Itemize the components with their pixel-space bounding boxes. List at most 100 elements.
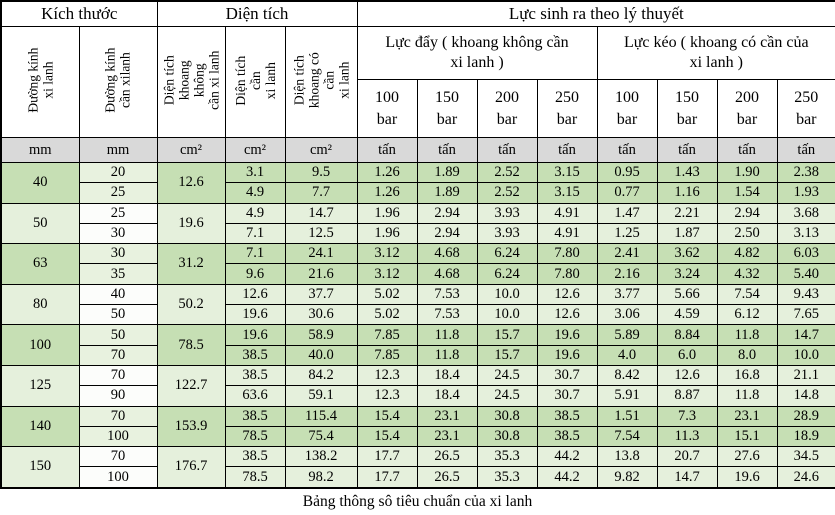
rod-side-area-cell: 21.6 — [284, 263, 358, 285]
push-force-cell: 3.93 — [476, 222, 538, 245]
unit-cell: tấn — [476, 137, 538, 163]
pull-force-cell: 4.59 — [656, 304, 718, 326]
push-force-cell: 26.5 — [416, 446, 478, 468]
rod-diameter-cell: 70 — [78, 364, 158, 387]
pull-force-cell: 12.6 — [656, 364, 718, 387]
header-rod-diameter-label: Đường kính cần xilanh — [102, 48, 133, 114]
push-force-cell: 30.8 — [476, 405, 538, 427]
spec-row: 140 70 153.9 38.5 115.4 15.4 23.1 30.8 38.5 1.51 7… — [0, 405, 835, 448]
pull-force-cell: 3.06 — [596, 304, 658, 326]
push-force-cell: 6.24 — [476, 243, 538, 265]
rod-side-area-cell: 59.1 — [284, 385, 358, 407]
units-row: mm mm cm² cm² cm² tấn tấn tấn tấn tấn tấn tấn tấn — [0, 137, 835, 163]
unit-cell: tấn — [716, 137, 778, 163]
spec-row: 63 30 31.2 7.1 24.1 3.12 4.68 6.24 7.80 2.41 3.62 4… — [0, 243, 835, 285]
pull-force-cell: 1.47 — [596, 202, 658, 224]
rod-side-area-cell: 7.7 — [284, 182, 358, 204]
push-force-cell: 2.52 — [476, 182, 538, 204]
push-force-cell: 10.0 — [476, 283, 538, 306]
push-force-cell: 5.02 — [356, 283, 418, 306]
rod-area-cell: 9.6 — [224, 263, 286, 285]
spec-row: 35 9.6 21.6 3.12 4.68 6.24 7.80 2.16 3.24 4.32 5.4… — [1, 263, 835, 285]
pressure-header-cell: 100 bar — [356, 79, 418, 138]
header-rod-area: Diện tích cần xi lanh — [224, 26, 286, 138]
pull-force-cell: 13.8 — [596, 446, 658, 468]
push-force-cell: 12.6 — [536, 283, 598, 306]
rod-area-cell: 19.6 — [224, 304, 286, 326]
push-force-cell: 3.15 — [536, 161, 598, 184]
rod-side-area-cell: 98.2 — [284, 466, 358, 489]
push-force-cell: 1.96 — [356, 202, 418, 224]
unit-cell: tấn — [416, 137, 478, 163]
pull-force-cell: 3.68 — [776, 202, 835, 224]
rod-side-area-cell: 37.7 — [284, 283, 358, 306]
pull-force-cell: 15.1 — [716, 425, 778, 448]
header-push-force: Lực đẩy ( khoang không cần xi lanh ) — [356, 26, 598, 80]
rod-area-cell: 38.5 — [224, 344, 286, 366]
rod-side-area-cell: 84.2 — [284, 364, 358, 387]
pull-force-cell: 20.7 — [656, 446, 718, 468]
pull-force-cell: 9.82 — [596, 466, 658, 489]
pull-force-cell: 4.0 — [596, 344, 658, 366]
pull-force-cell: 2.38 — [776, 161, 835, 184]
rod-side-area-cell: 14.7 — [284, 202, 358, 224]
pull-force-cell: 16.8 — [716, 364, 778, 387]
pressure-header-cell: 150 bar — [416, 79, 478, 138]
pull-force-cell: 2.94 — [716, 202, 778, 224]
rod-diameter-cell: 100 — [78, 466, 158, 489]
push-force-cell: 23.1 — [416, 405, 478, 427]
unit-cell: cm² — [284, 137, 358, 163]
bore-diameter-cell: 100 — [0, 324, 80, 366]
unit-cell: mm — [0, 137, 80, 163]
bore-diameter-cell: 125 — [0, 364, 80, 407]
pull-force-cell: 1.51 — [596, 405, 658, 427]
unit-cell: tấn — [596, 137, 658, 163]
push-force-cell: 12.3 — [356, 385, 418, 407]
header-rod-area-label: Diện tích cần xi lanh — [232, 55, 278, 106]
push-force-cell: 3.12 — [356, 243, 418, 265]
bore-diameter-cell: 40 — [0, 162, 80, 204]
rod-side-area-cell: 115.4 — [284, 405, 358, 427]
push-force-cell: 3.12 — [356, 263, 418, 285]
pull-force-cell: 3.77 — [596, 283, 658, 306]
push-force-cell: 11.8 — [416, 324, 478, 346]
push-force-cell: 4.91 — [536, 222, 598, 245]
push-force-cell: 38.5 — [536, 405, 598, 427]
push-force-cell: 35.3 — [476, 466, 538, 489]
push-force-cell: 18.4 — [416, 385, 478, 407]
pull-force-cell: 8.87 — [656, 385, 718, 407]
pull-force-cell: 3.62 — [656, 243, 718, 265]
pull-force-cell: 5.91 — [596, 385, 658, 407]
rod-diameter-cell: 70 — [78, 446, 158, 468]
spec-row: 40 20 12.6 3.1 9.5 1.26 1.89 2.52 3.15 0.95 1.43 1.… — [0, 161, 835, 204]
pull-force-cell: 11.8 — [716, 324, 778, 346]
push-force-cell: 17.7 — [356, 466, 418, 489]
push-force-cell: 1.96 — [356, 222, 418, 245]
push-force-cell: 4.91 — [536, 202, 598, 224]
push-force-cell: 2.94 — [416, 202, 478, 224]
spec-row: 150 70 176.7 38.5 138.2 17.7 26.5 35.3 44.2 13.8 2… — [0, 446, 835, 489]
rod-area-cell: 38.5 — [224, 446, 286, 468]
pull-force-cell: 8.84 — [656, 324, 718, 346]
pull-force-cell: 7.65 — [776, 304, 835, 326]
rod-diameter-cell: 50 — [78, 304, 158, 326]
rod-diameter-cell: 25 — [78, 182, 158, 204]
unit-cell: tấn — [656, 137, 718, 163]
push-force-cell: 1.89 — [416, 182, 478, 204]
push-force-cell: 30.7 — [536, 385, 598, 407]
pressure-header-cell: 150 bar — [656, 79, 718, 138]
pull-force-cell: 24.6 — [776, 466, 835, 489]
unit-cell: tấn — [356, 137, 418, 163]
push-force-cell: 38.5 — [536, 425, 598, 448]
push-force-cell: 30.8 — [476, 425, 538, 448]
pull-force-cell: 2.16 — [596, 263, 658, 285]
cap-side-area-cell: 176.7 — [156, 446, 226, 489]
pull-force-cell: 21.1 — [776, 364, 835, 387]
rod-area-cell: 7.1 — [224, 243, 286, 265]
rod-diameter-cell: 50 — [78, 324, 158, 346]
spec-row: 30 7.1 12.5 1.96 2.94 3.93 4.91 1.25 1.87 2.50 3.1… — [1, 222, 835, 245]
pressure-header-cell: 250 bar — [776, 79, 835, 138]
spec-table-body: 40 20 12.6 3.1 9.5 1.26 1.89 2.52 3.15 0.95 1.43 1.… — [0, 161, 835, 489]
push-force-cell: 11.8 — [416, 344, 478, 366]
header-bore-diameter: Đường kính xi lanh — [0, 26, 80, 138]
